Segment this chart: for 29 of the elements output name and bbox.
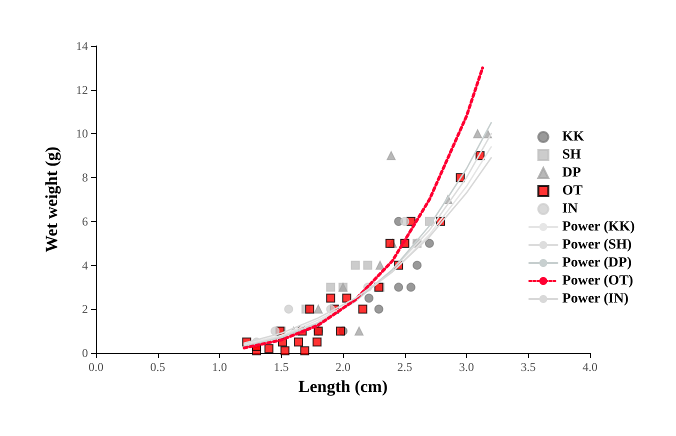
- x-tick-label: 4.0: [582, 360, 598, 374]
- x-tick-label: 3.0: [459, 360, 474, 374]
- x-axis-title: Length (cm): [298, 376, 388, 396]
- legend-label: KK: [562, 130, 584, 144]
- legend-label: Power (IN): [562, 292, 629, 306]
- legend-label: Power (SH): [562, 238, 632, 252]
- x-tick-label: 2.5: [397, 360, 412, 374]
- y-tick-label: 12: [76, 82, 88, 97]
- y-tick-label: 4: [82, 258, 88, 272]
- x-tick-label: 1.5: [274, 360, 289, 374]
- legend-label: DP: [562, 166, 582, 180]
- x-tick-label: 2.0: [336, 360, 350, 374]
- y-tick-label: 8: [82, 170, 88, 185]
- x-tick-label: 0.0: [88, 360, 104, 374]
- legend-label: OT: [562, 184, 584, 198]
- y-tick-label: 6: [82, 214, 88, 228]
- legend-label: SH: [562, 148, 582, 162]
- y-tick-label: 0: [82, 346, 88, 360]
- y-tick-label: 2: [82, 302, 88, 316]
- legend-label: Power (DP): [562, 256, 632, 270]
- legend-label: Power (KK): [562, 220, 636, 234]
- y-axis-title: Wet weight (g): [42, 146, 61, 252]
- legend-label: IN: [562, 202, 578, 216]
- y-tick-label: 10: [76, 126, 88, 141]
- y-tick-label: 14: [76, 39, 88, 53]
- x-tick-label: 1.0: [212, 360, 227, 374]
- legend-label: Power (OT): [562, 274, 634, 288]
- x-tick-label: 0.5: [150, 360, 166, 374]
- x-tick-label: 3.5: [520, 360, 536, 374]
